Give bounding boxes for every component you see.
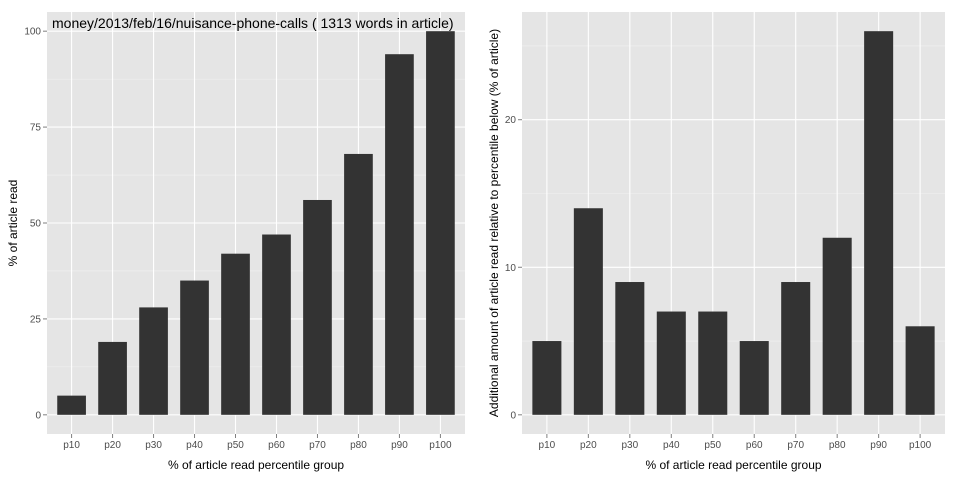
y-tick-label: 75 — [30, 123, 42, 134]
x-tick-label: p90 — [391, 440, 408, 451]
x-tick-label: p80 — [350, 440, 367, 451]
x-tick-label: p40 — [186, 440, 203, 451]
bar-p10 — [57, 395, 86, 415]
bar-p50 — [698, 311, 728, 415]
y-tick-label: 10 — [505, 263, 517, 274]
bar-p70 — [303, 199, 332, 415]
y-tick-label: 50 — [30, 219, 42, 230]
y-axis-title: % of article read — [6, 180, 20, 267]
bar-p80 — [822, 237, 852, 415]
bar-p40 — [656, 311, 686, 415]
x-tick-label: p100 — [429, 440, 452, 451]
y-tick-label: 0 — [510, 410, 516, 421]
bar-p100 — [426, 31, 455, 415]
bar-p60 — [262, 234, 291, 415]
bar-p20 — [573, 208, 603, 415]
bar-p90 — [385, 54, 414, 415]
y-axis-title: Additional amount of article read relati… — [487, 29, 501, 417]
y-tick-label: 20 — [505, 115, 517, 126]
bar-p50 — [221, 253, 250, 415]
right-chart: 0 10 20 p10 p20 p30 p40 p50 p60 p70 p80 p90 p100 % of… — [487, 12, 945, 472]
x-tick-label: p10 — [63, 440, 80, 451]
x-tick-label: p10 — [539, 440, 556, 451]
x-tick-label: p60 — [746, 440, 763, 451]
x-axis-title: % of article read percentile group — [645, 458, 821, 472]
x-tick-label: p20 — [104, 440, 121, 451]
bar-p80 — [344, 153, 373, 415]
x-tick-label: p50 — [227, 440, 244, 451]
bar-p30 — [139, 307, 168, 415]
bar-p10 — [532, 341, 562, 415]
x-tick-label: p70 — [309, 440, 326, 451]
x-tick-label: p90 — [870, 440, 887, 451]
x-tick-label: p30 — [145, 440, 162, 451]
bar-p40 — [180, 280, 209, 415]
x-axis-title: % of article read percentile group — [168, 458, 344, 472]
x-tick-label: p80 — [829, 440, 846, 451]
y-tick-label: 25 — [30, 314, 42, 325]
bar-p20 — [98, 341, 127, 415]
y-tick-label: 100 — [24, 27, 41, 38]
x-tick-label: p60 — [268, 440, 285, 451]
bar-p90 — [864, 31, 894, 415]
x-tick-label: p20 — [580, 440, 597, 451]
x-tick-label: p50 — [704, 440, 721, 451]
bar-p30 — [615, 282, 645, 415]
x-tick-label: p40 — [663, 440, 680, 451]
bar-p100 — [905, 326, 935, 415]
left-chart: 0 25 50 75 100 p10 p20 p30 p40 p50 p60 p70 p80 p90 p10… — [6, 12, 465, 472]
bar-p70 — [781, 282, 811, 415]
x-tick-label: p70 — [787, 440, 804, 451]
x-tick-label: p30 — [621, 440, 638, 451]
y-tick-label: 0 — [35, 410, 41, 421]
x-tick-label: p100 — [909, 440, 932, 451]
bar-p60 — [739, 341, 769, 415]
chart-title: money/2013/feb/16/nuisance-phone-calls (… — [52, 15, 454, 31]
